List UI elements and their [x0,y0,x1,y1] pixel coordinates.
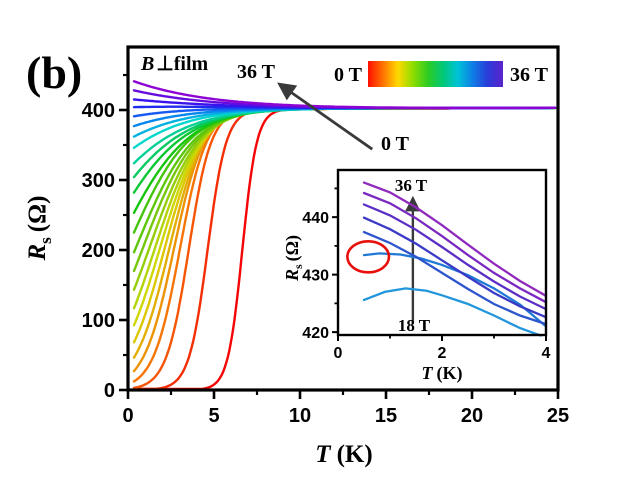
inset-y-title-subscript: s [291,264,305,269]
y-title-unit: (Ω) [24,196,51,233]
colorbar-min-label: 0 T [334,64,363,86]
x-tick-label: 5 [208,405,219,427]
inset-curve-24T [362,230,548,326]
main-annotation-arrow [277,82,374,151]
inset-curve-18T [362,287,542,337]
inset-y-tick-label: 420 [302,325,329,342]
x-title-unit: (K) [337,441,373,468]
y-title-symbol: R [24,244,51,262]
inset-y-title-symbol: R [282,269,302,282]
highlight-ellipse [346,239,391,274]
inset-x-tick-label: 2 [438,345,447,362]
x-tick-label: 20 [461,405,483,427]
inset-x-axis-title: T (K) [422,363,463,384]
y-tick-label: 100 [82,310,115,332]
main-curve-36T [132,80,557,110]
inset-y-axis-title: Rs (Ω) [282,235,305,282]
inset-x-tick-label: 4 [542,345,551,362]
main-y-axis-title: Rs (Ω) [24,196,55,262]
x-tick-label: 10 [289,405,311,427]
b-perp-film-annotation: B ⊥film [140,53,209,75]
field-direction-arrow [277,82,374,151]
colorbar-max-label: 36 T [510,64,549,86]
panel-label: (b) [26,47,82,98]
inset-curve-21T [362,252,548,328]
inset-36T-annotation: 36 T [395,176,428,195]
perp-film-text: ⊥film [156,53,208,75]
main-0T-annotation: 0 T [381,133,410,155]
y-tick-label: 400 [82,100,115,122]
inset-y-tick-label: 430 [302,268,329,285]
inset-y-title-unit: (Ω) [282,235,303,261]
inset-x-title-unit: (K) [437,363,463,384]
main-curves [132,80,557,391]
inset-curve-33T [362,191,548,304]
main-curve-34T [132,89,557,110]
y-tick-label: 300 [82,170,115,192]
inset-curve-36T [362,181,548,298]
x-tick-label: 25 [547,405,569,427]
inset-curve-30T [362,203,548,311]
main-x-axis-title: T (K) [315,441,372,468]
y-title-subscript: s [36,237,55,244]
field-colorbar [368,61,503,87]
main-36T-annotation: 36 T [237,61,276,83]
y-tick-label: 200 [82,240,115,262]
inset-x-title-symbol: T [422,363,434,383]
inset-y-tick-label: 440 [302,210,329,227]
x-title-symbol: T [315,441,332,468]
colorbar-gradient [368,61,503,87]
inset-plot: 0 2 4 420 430 440 [302,168,551,362]
y-tick-label: 0 [104,380,115,402]
b-symbol: B [140,53,154,75]
inset-18T-annotation: 18 T [398,316,431,335]
x-tick-label: 0 [122,405,133,427]
inset-curve-27T [362,216,548,319]
inset-x-tick-label: 0 [334,345,343,362]
x-tick-label: 15 [375,405,397,427]
